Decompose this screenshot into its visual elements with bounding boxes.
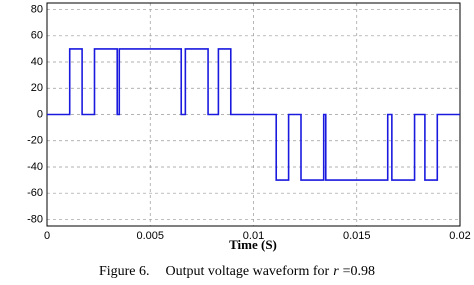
x-tick-label: 0.005 bbox=[136, 230, 164, 242]
x-axis-label: Time (S) bbox=[229, 237, 277, 252]
y-tick-label: -40 bbox=[27, 161, 43, 173]
y-tick-label: 80 bbox=[31, 3, 43, 15]
caption: Figure 6. Output voltage waveform for r =0.… bbox=[99, 264, 375, 279]
x-tick-label: 0.01 bbox=[243, 230, 264, 242]
x-tick-label: 0 bbox=[44, 230, 50, 242]
caption-value: =0.98 bbox=[343, 264, 375, 279]
x-tick-label: 0.02 bbox=[449, 230, 470, 242]
y-tick-label: 60 bbox=[31, 30, 43, 42]
y-tick-label: 40 bbox=[31, 56, 43, 68]
y-tick-label: 0 bbox=[37, 108, 43, 120]
y-tick-label: -80 bbox=[27, 213, 43, 225]
y-tick-label: -60 bbox=[27, 187, 43, 199]
y-tick-label: -20 bbox=[27, 135, 43, 147]
caption-label: Figure 6. bbox=[99, 264, 150, 279]
caption-var: r bbox=[333, 264, 339, 279]
y-tick-label: 20 bbox=[31, 82, 43, 94]
x-tick-label: 0.015 bbox=[343, 230, 371, 242]
caption-text: Output voltage waveform for bbox=[166, 264, 330, 279]
waveform-line bbox=[47, 48, 460, 181]
